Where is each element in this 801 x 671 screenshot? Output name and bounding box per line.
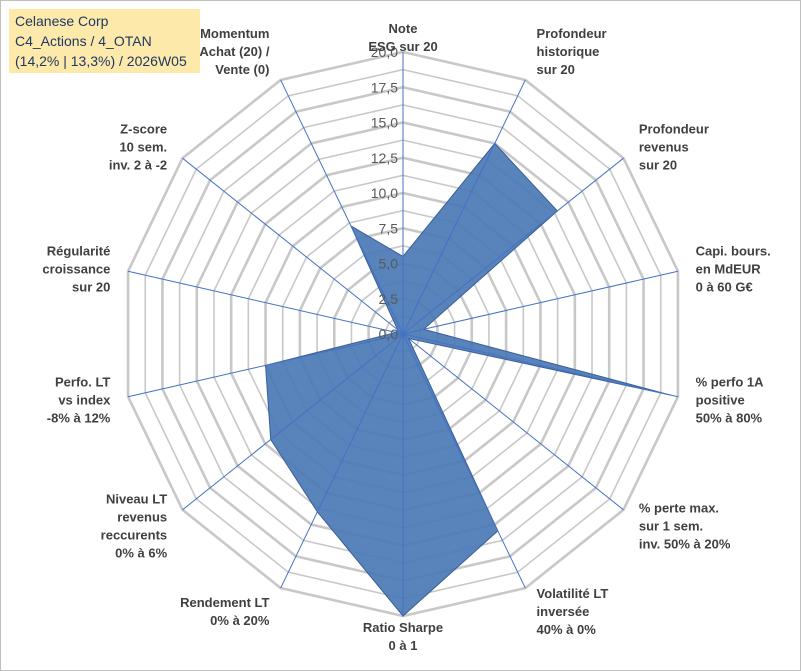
axis-spoke [402, 333, 679, 398]
tick-label: 7,5 [379, 220, 399, 236]
axis-label: Niveau LT revenus reccurents 0% à 6% [101, 491, 168, 560]
tick-label: 2,5 [379, 291, 399, 307]
axis-spoke [127, 270, 404, 335]
axis-spoke [402, 157, 624, 335]
axis-label: Volatilité LT inversée 40% à 0% [537, 586, 609, 637]
axis-spoke [402, 79, 526, 335]
axis-label: Ratio Sharpe 0 à 1 [363, 620, 443, 653]
axis-spoke [402, 333, 526, 589]
company-name: Celanese Corp [15, 13, 109, 29]
axis-spoke [280, 333, 404, 589]
axis-label: % perte max. sur 1 sem. inv. 50% à 20% [639, 500, 731, 551]
axis-label: Momentum Achat (20) / Vente (0) [199, 26, 269, 77]
axis-label: Note ESG sur 20 [368, 21, 437, 54]
performance-period: (14,2% | 13,3%) / 2026W05 [15, 53, 187, 69]
portfolio-category: C4_Actions / 4_OTAN [15, 33, 152, 49]
tick-label: 10,0 [371, 185, 398, 201]
axis-spoke [402, 270, 679, 335]
tick-label: 20,0 [371, 44, 398, 60]
axis-label: Rendement LT 0% à 20% [180, 595, 270, 628]
tick-label: 0,0 [379, 326, 399, 342]
axis-label: Capi. bours. en MdEUR 0 à 60 G€ [696, 244, 771, 295]
axis-label: Perfo. LT vs index -8% à 12% [47, 374, 111, 425]
axis-spoke [182, 157, 404, 335]
tick-label: 15,0 [371, 115, 398, 131]
axis-label: Z-score 10 sem. inv. 2 à -2 [109, 122, 167, 173]
axis-spoke [127, 333, 404, 398]
axis-spoke [182, 333, 404, 511]
axis-label: Profondeur revenus sur 20 [639, 122, 709, 173]
axis-spoke [280, 79, 404, 335]
tick-label: 5,0 [379, 256, 399, 272]
axis-label: % perfo 1A positive 50% à 80% [696, 374, 765, 425]
axis-spoke [402, 333, 624, 511]
tick-label: 12,5 [371, 150, 398, 166]
info-box: Celanese Corp C4_Actions / 4_OTAN (14,2%… [9, 9, 200, 73]
tick-label: 17,5 [371, 79, 398, 95]
axis-label: Profondeur historique sur 20 [537, 26, 607, 77]
axis-label: Régularité croissance sur 20 [42, 244, 110, 295]
